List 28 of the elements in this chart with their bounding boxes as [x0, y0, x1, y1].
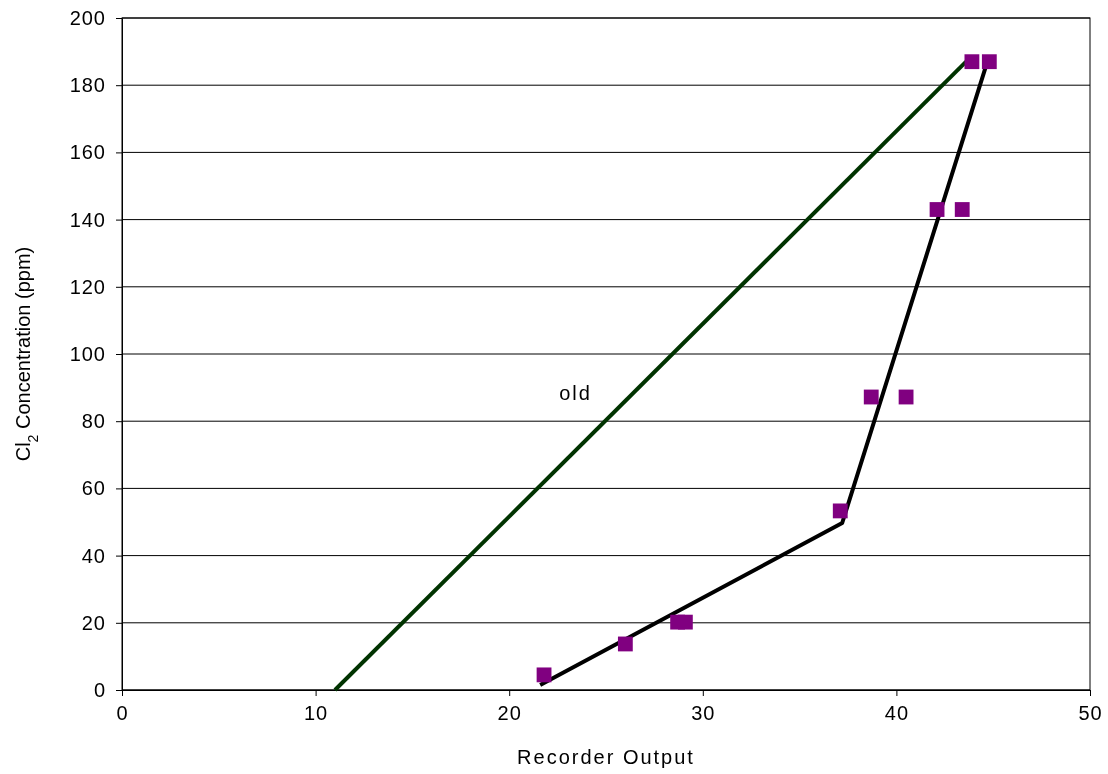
series-label: old [559, 381, 592, 404]
point [954, 202, 970, 217]
y-tick-label: 60 [81, 477, 106, 500]
x-tick-label: 20 [497, 702, 522, 725]
point [832, 503, 848, 519]
point [677, 614, 693, 630]
point [536, 667, 552, 683]
y-tick-label: 160 [69, 141, 106, 164]
point [617, 636, 633, 652]
y-tick-label: 200 [69, 6, 106, 29]
y-tick-label: 140 [69, 208, 106, 231]
y-tick-label: 40 [81, 544, 106, 567]
y-tick-label: 80 [81, 410, 106, 433]
point [929, 202, 945, 217]
y-tick-label: 20 [81, 611, 106, 634]
x-axis-title: Recorder Output [517, 746, 695, 768]
y-tick-label: 120 [69, 275, 106, 298]
y-tick-label: 100 [69, 342, 106, 365]
y-tick-label: 180 [69, 74, 106, 97]
point [981, 54, 997, 70]
x-tick-label: 50 [1078, 702, 1103, 725]
point [863, 389, 879, 405]
x-tick-label: 30 [691, 702, 716, 725]
point [964, 54, 980, 70]
x-tick-label: 0 [116, 702, 129, 725]
y-tick-label: 0 [93, 678, 106, 701]
x-tick-label: 40 [884, 702, 910, 725]
x-tick-label: 10 [303, 702, 329, 725]
